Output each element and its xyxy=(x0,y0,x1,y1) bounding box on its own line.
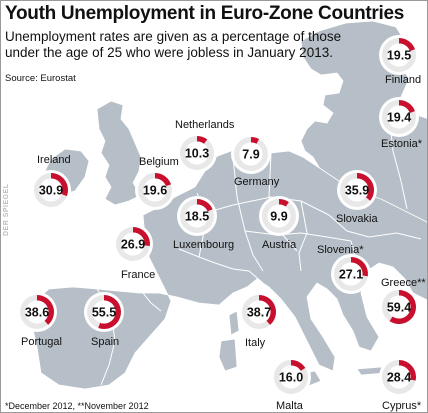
value-label: 38.6 xyxy=(25,306,49,320)
value-label: 27.1 xyxy=(339,268,363,282)
donut-estonia: 19.4 xyxy=(379,97,419,137)
donut-center xyxy=(339,262,363,286)
value-label: 19.5 xyxy=(387,49,411,63)
country-label-belgium: Belgium xyxy=(139,156,179,168)
chart-subtitle: Unemployment rates are given as a percen… xyxy=(5,29,342,60)
country-label-portugal: Portugal xyxy=(21,336,62,348)
donut-belgium: 19.6 xyxy=(135,170,175,210)
donut-center xyxy=(387,295,411,319)
map-region-britain xyxy=(96,100,142,206)
donut-center xyxy=(387,43,411,67)
donut-slice xyxy=(37,295,54,325)
country-label-estonia: Estonia* xyxy=(381,138,422,150)
donut-center xyxy=(247,300,271,324)
donut-slice xyxy=(133,227,150,247)
donut-center xyxy=(345,178,369,202)
country-label-slovakia: Slovakia xyxy=(336,213,378,225)
chart-source: Source: Eurostat xyxy=(5,73,76,84)
country-label-spain: Spain xyxy=(91,336,120,348)
donut-slovakia: 35.9 xyxy=(337,170,377,210)
chart-credit: DER SPIEGEL xyxy=(3,183,10,236)
donut-center xyxy=(92,300,116,324)
donut-slice xyxy=(197,199,213,212)
country-label-malta: Malta xyxy=(276,400,303,412)
country-label-austria: Austria xyxy=(262,239,297,251)
value-label: 19.4 xyxy=(387,111,411,125)
donut-malta: 16.0 xyxy=(271,357,311,397)
map-region-corsica xyxy=(228,310,240,336)
donut-italy: 38.7 xyxy=(239,292,279,332)
country-label-france: France xyxy=(121,269,156,281)
country-label-germany: Germany xyxy=(234,176,280,188)
value-label: 28.4 xyxy=(387,371,411,385)
country-label-slovenia: Slovenia* xyxy=(317,244,364,256)
country-label-greece: Greece** xyxy=(381,277,426,289)
chart-title: Youth Unemployment in Euro-Zone Countrie… xyxy=(5,3,405,24)
value-label: 7.9 xyxy=(242,148,259,162)
donut-slice xyxy=(279,199,289,207)
donut-slice xyxy=(155,173,172,187)
map-region-sardinia xyxy=(218,338,238,372)
donut-slice xyxy=(399,360,416,381)
country-label-italy: Italy xyxy=(245,337,266,349)
donut-germany: 7.9 xyxy=(231,134,271,174)
donut-center xyxy=(267,204,291,228)
donut-slice xyxy=(197,136,208,144)
donut-finland: 19.5 xyxy=(379,35,419,75)
donut-slice xyxy=(98,295,121,329)
chart-footnote: *December 2012, **November 2012 xyxy=(5,401,149,411)
donut-france: 26.9 xyxy=(113,224,153,264)
value-label: 38.7 xyxy=(247,306,271,320)
value-label: 35.9 xyxy=(345,184,369,198)
donut-center xyxy=(143,178,167,202)
donut-slice xyxy=(291,360,306,371)
donut-center xyxy=(239,142,263,166)
donut-greece: 59.4 xyxy=(379,287,419,327)
donut-center xyxy=(39,178,63,202)
donut-center xyxy=(25,300,49,324)
value-label: 10.3 xyxy=(185,147,209,161)
donut-slice xyxy=(51,173,68,197)
country-label-cyprus: Cyprus* xyxy=(382,400,422,412)
donut-slice xyxy=(251,137,260,144)
donut-center xyxy=(387,105,411,129)
country-label-ireland: Ireland xyxy=(37,154,71,166)
value-label: 18.5 xyxy=(185,210,209,224)
country-label-finland: Finland xyxy=(385,74,422,86)
donut-center xyxy=(121,232,145,256)
donut-center xyxy=(185,204,209,228)
donut-slice xyxy=(399,100,415,114)
country-label-luxembourg: Luxembourg xyxy=(173,239,235,251)
value-label: 19.6 xyxy=(143,184,167,198)
donut-cyprus: 28.4 xyxy=(379,357,419,397)
donut-slice xyxy=(389,290,417,324)
value-label: 26.9 xyxy=(121,238,145,252)
donut-netherlands: 10.3 xyxy=(177,133,217,173)
donut-slice xyxy=(399,38,415,52)
value-label: 16.0 xyxy=(279,371,303,385)
value-label: 9.9 xyxy=(270,210,287,224)
donut-slice xyxy=(259,295,276,325)
donut-slice xyxy=(351,257,368,277)
donut-ireland: 30.9 xyxy=(31,170,71,210)
donut-austria: 9.9 xyxy=(259,196,299,236)
donut-center xyxy=(279,365,303,389)
donut-center xyxy=(387,365,411,389)
donut-center xyxy=(185,141,209,165)
donut-portugal: 38.6 xyxy=(17,292,57,332)
donut-slovenia: 27.1 xyxy=(331,254,371,294)
donut-slice xyxy=(357,173,374,201)
donut-luxembourg: 18.5 xyxy=(177,196,217,236)
donut-spain: 55.5 xyxy=(84,292,124,332)
value-label: 59.4 xyxy=(387,301,411,315)
value-label: 55.5 xyxy=(92,306,116,320)
value-label: 30.9 xyxy=(39,184,63,198)
country-label-netherlands: Netherlands xyxy=(175,119,235,131)
